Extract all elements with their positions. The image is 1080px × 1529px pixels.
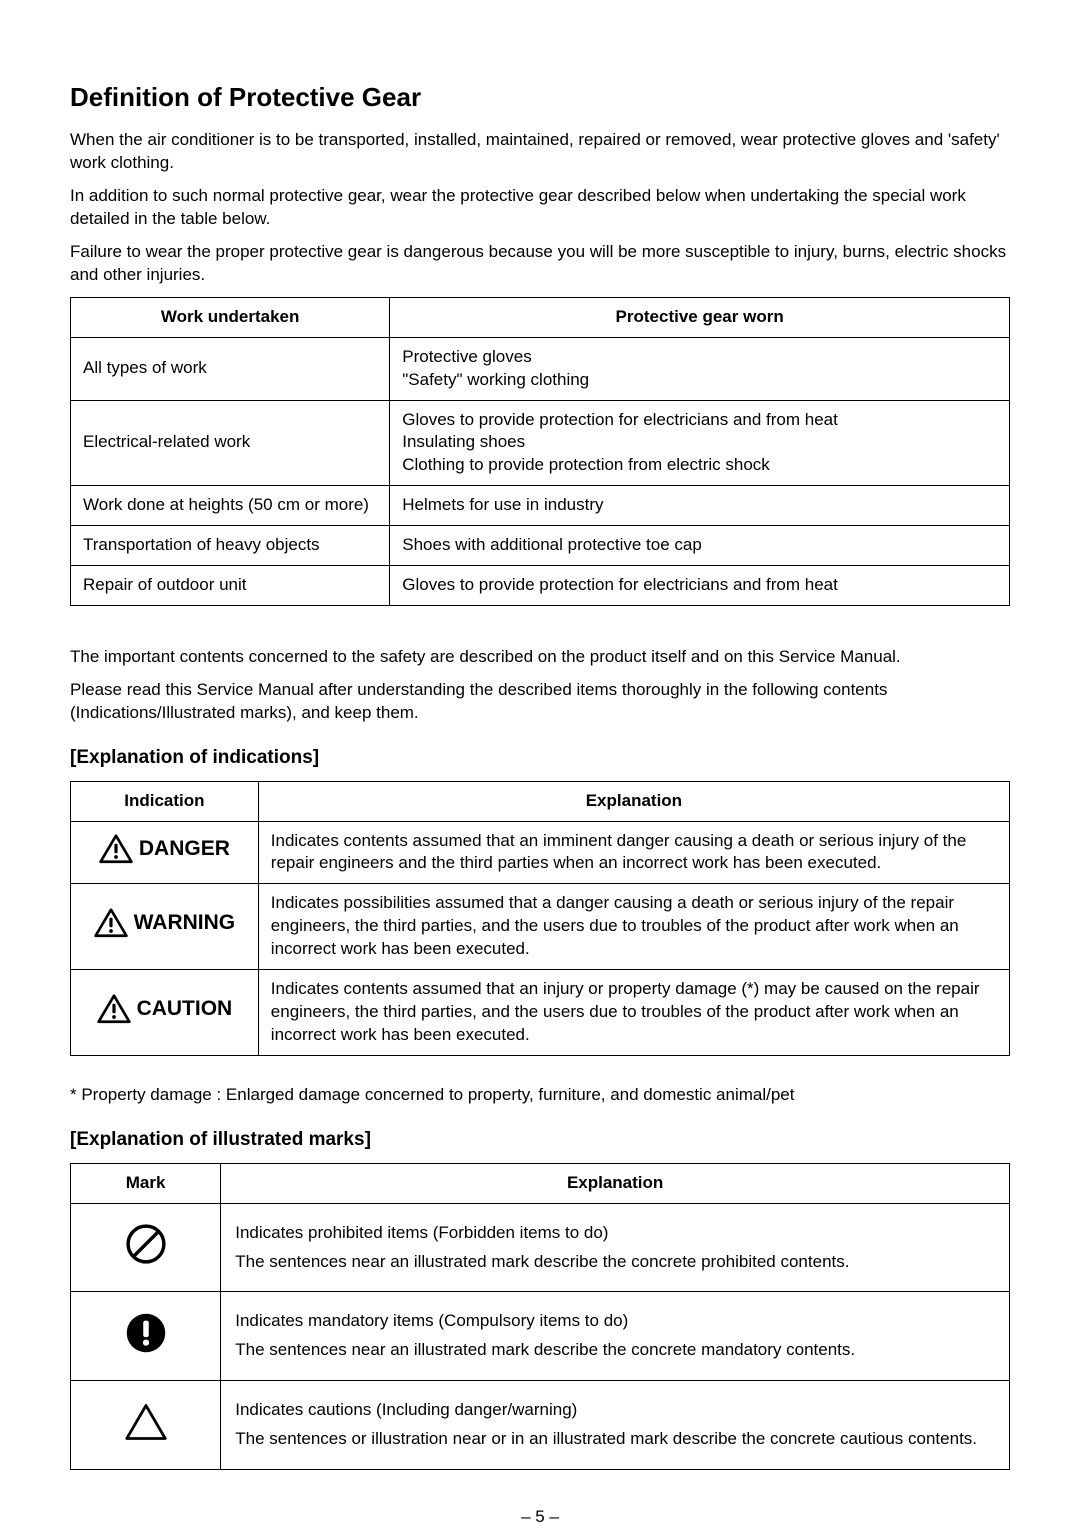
- protective-gear-table: Work undertaken Protective gear worn All…: [70, 297, 1010, 606]
- indication-label: CAUTION: [137, 995, 233, 1023]
- warning-triangle-icon: [97, 994, 131, 1024]
- table-row: Indicates cautions (Including danger/war…: [71, 1381, 1010, 1470]
- after-gear-p2: Please read this Service Manual after un…: [70, 679, 1010, 725]
- indication-cell: DANGER: [71, 821, 259, 884]
- mark-explanation-line: Indicates prohibited items (Forbidden it…: [235, 1222, 995, 1245]
- table-row: Indicates mandatory items (Compulsory it…: [71, 1292, 1010, 1381]
- after-gear-p1: The important contents concerned to the …: [70, 646, 1010, 669]
- table-row: Repair of outdoor unitGloves to provide …: [71, 566, 1010, 606]
- ind-header-explanation: Explanation: [258, 781, 1009, 821]
- mark-explanation-line: The sentences near an illustrated mark d…: [235, 1251, 995, 1274]
- property-damage-footnote: * Property damage : Enlarged damage conc…: [70, 1084, 1010, 1107]
- gear-work-cell: Work done at heights (50 cm or more): [71, 486, 390, 526]
- prohibit-icon: [124, 1222, 168, 1266]
- table-row: Indication Explanation: [71, 781, 1010, 821]
- table-row: Indicates prohibited items (Forbidden it…: [71, 1203, 1010, 1292]
- gear-header-gear: Protective gear worn: [390, 297, 1010, 337]
- mark-explanation: Indicates mandatory items (Compulsory it…: [221, 1292, 1010, 1381]
- indication-label: WARNING: [134, 909, 236, 937]
- marks-header-mark: Mark: [71, 1163, 221, 1203]
- warning-triangle-icon: [94, 908, 128, 938]
- indications-table: Indication Explanation DANGER Indicates c…: [70, 781, 1010, 1056]
- gear-work-cell: All types of work: [71, 337, 390, 400]
- mandatory-icon: [124, 1311, 168, 1355]
- indication-explanation: Indicates contents assumed that an immin…: [258, 821, 1009, 884]
- gear-work-cell: Electrical-related work: [71, 400, 390, 486]
- mark-cell: [71, 1381, 221, 1470]
- table-row: Mark Explanation: [71, 1163, 1010, 1203]
- mark-explanation: Indicates cautions (Including danger/war…: [221, 1381, 1010, 1470]
- warning-triangle-icon: [99, 834, 133, 864]
- table-row: Electrical-related workGloves to provide…: [71, 400, 1010, 486]
- mark-explanation-line: Indicates cautions (Including danger/war…: [235, 1399, 995, 1422]
- mark-cell: [71, 1203, 221, 1292]
- marks-heading: [Explanation of illustrated marks]: [70, 1127, 1010, 1153]
- intro-p2: In addition to such normal protective ge…: [70, 185, 1010, 231]
- ind-header-indication: Indication: [71, 781, 259, 821]
- table-row: WARNING Indicates possibilities assumed t…: [71, 884, 1010, 970]
- gear-wear-cell: Protective gloves "Safety" working cloth…: [390, 337, 1010, 400]
- mark-explanation-line: Indicates mandatory items (Compulsory it…: [235, 1310, 995, 1333]
- indication-label: DANGER: [139, 835, 230, 863]
- mark-explanation-line: The sentences or illustration near or in…: [235, 1428, 995, 1451]
- page-number: – 5 –: [70, 1506, 1010, 1529]
- intro-p1: When the air conditioner is to be transp…: [70, 129, 1010, 175]
- indication-cell: CAUTION: [71, 970, 259, 1056]
- indication-explanation: Indicates possibilities assumed that a d…: [258, 884, 1009, 970]
- gear-work-cell: Transportation of heavy objects: [71, 526, 390, 566]
- gear-wear-cell: Gloves to provide protection for electri…: [390, 400, 1010, 486]
- gear-header-work: Work undertaken: [71, 297, 390, 337]
- mark-explanation: Indicates prohibited items (Forbidden it…: [221, 1203, 1010, 1292]
- marks-header-explanation: Explanation: [221, 1163, 1010, 1203]
- indications-heading: [Explanation of indications]: [70, 745, 1010, 771]
- gear-wear-cell: Shoes with additional protective toe cap: [390, 526, 1010, 566]
- intro-block: When the air conditioner is to be transp…: [70, 129, 1010, 287]
- mark-explanation-line: The sentences near an illustrated mark d…: [235, 1339, 995, 1362]
- table-row: DANGER Indicates contents assumed that an…: [71, 821, 1010, 884]
- gear-work-cell: Repair of outdoor unit: [71, 566, 390, 606]
- caution-icon: [124, 1400, 168, 1444]
- indication-cell: WARNING: [71, 884, 259, 970]
- gear-wear-cell: Helmets for use in industry: [390, 486, 1010, 526]
- after-gear-block: The important contents concerned to the …: [70, 646, 1010, 725]
- table-row: Work undertaken Protective gear worn: [71, 297, 1010, 337]
- intro-p3: Failure to wear the proper protective ge…: [70, 241, 1010, 287]
- indication-explanation: Indicates contents assumed that an injur…: [258, 970, 1009, 1056]
- table-row: All types of workProtective gloves "Safe…: [71, 337, 1010, 400]
- marks-table: Mark Explanation Indicates prohibited it…: [70, 1163, 1010, 1471]
- mark-cell: [71, 1292, 221, 1381]
- page-title: Definition of Protective Gear: [70, 80, 1010, 115]
- table-row: CAUTION Indicates contents assumed that a…: [71, 970, 1010, 1056]
- gear-wear-cell: Gloves to provide protection for electri…: [390, 566, 1010, 606]
- table-row: Transportation of heavy objectsShoes wit…: [71, 526, 1010, 566]
- table-row: Work done at heights (50 cm or more)Helm…: [71, 486, 1010, 526]
